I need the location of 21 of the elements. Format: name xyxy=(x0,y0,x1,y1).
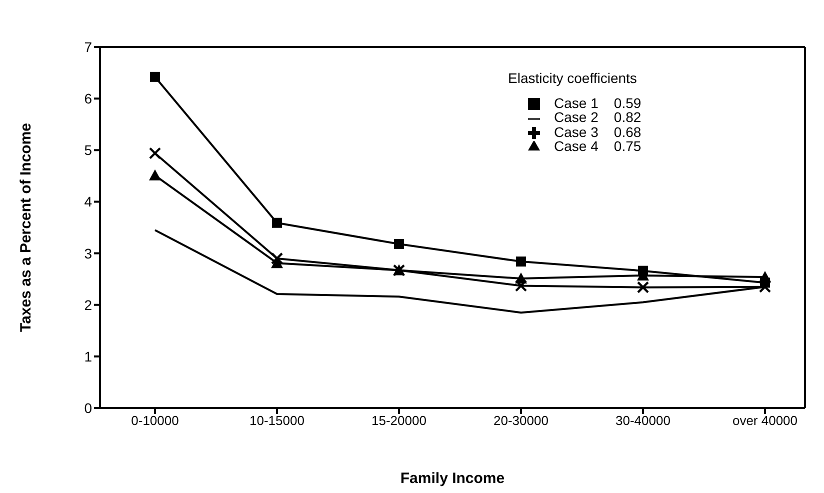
x-tick-label: 20-30000 xyxy=(494,413,548,428)
y-tick-label: 6 xyxy=(84,90,92,107)
legend-label: Case 3 0.68 xyxy=(554,124,642,140)
y-tick-label: 0 xyxy=(84,400,92,416)
x-tick-label: 0-10000 xyxy=(131,413,179,428)
y-tick-label: 5 xyxy=(84,142,92,158)
y-tick-label: 2 xyxy=(84,296,92,313)
legend-title: Elasticity coefficients xyxy=(508,70,637,86)
x-tick-label: 10-15000 xyxy=(250,413,304,428)
legend-label: Case 2 0.82 xyxy=(554,109,642,126)
x-tick-label: over 40000 xyxy=(732,413,798,428)
y-tick-label: 7 xyxy=(84,38,92,55)
y-axis-title: Taxes as a Percent of Income xyxy=(17,123,34,332)
legend-label: Case 4 0.75 xyxy=(554,138,642,154)
y-tick-label: 4 xyxy=(84,194,92,210)
y-tick-label: 3 xyxy=(84,245,92,262)
y-tick-label: 1 xyxy=(84,348,92,364)
legend-label: Case 1 0.59 xyxy=(554,95,642,111)
x-axis-title: Family Income xyxy=(400,470,505,487)
x-tick-label: 30-40000 xyxy=(616,413,670,428)
x-tick-label: 15-20000 xyxy=(372,413,426,428)
